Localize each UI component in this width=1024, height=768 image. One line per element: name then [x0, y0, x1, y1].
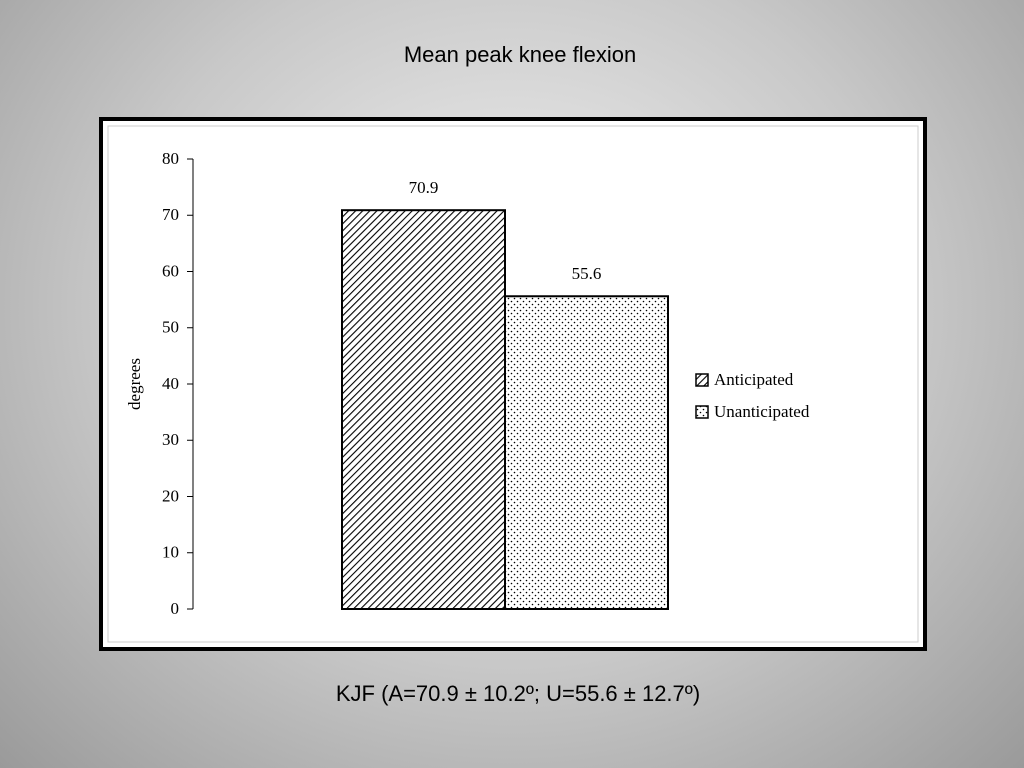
bar [504, 295, 669, 610]
legend-label: Unanticipated [714, 402, 810, 421]
y-tick-label: 60 [162, 261, 179, 280]
bar [341, 209, 506, 610]
y-tick-label: 0 [171, 599, 180, 618]
chart-title: Mean peak knee flexion [404, 42, 636, 67]
y-tick-label: 70 [162, 205, 179, 224]
legend-swatch [695, 373, 709, 387]
y-tick-label: 30 [162, 430, 179, 449]
value-label: 55.6 [572, 264, 602, 283]
y-tick-label: 80 [162, 149, 179, 168]
value-label: 70.9 [409, 178, 439, 197]
y-tick-label: 40 [162, 374, 179, 393]
annotation: KJF (A=70.9 ± 10.2º; U=55.6 ± 12.7º) [336, 681, 700, 706]
y-tick-label: 50 [162, 318, 179, 337]
legend-swatch [695, 405, 709, 419]
y-tick-label: 10 [162, 543, 179, 562]
legend-label: Anticipated [714, 370, 794, 389]
y-tick-label: 20 [162, 486, 179, 505]
y-axis-label: degrees [125, 358, 144, 410]
